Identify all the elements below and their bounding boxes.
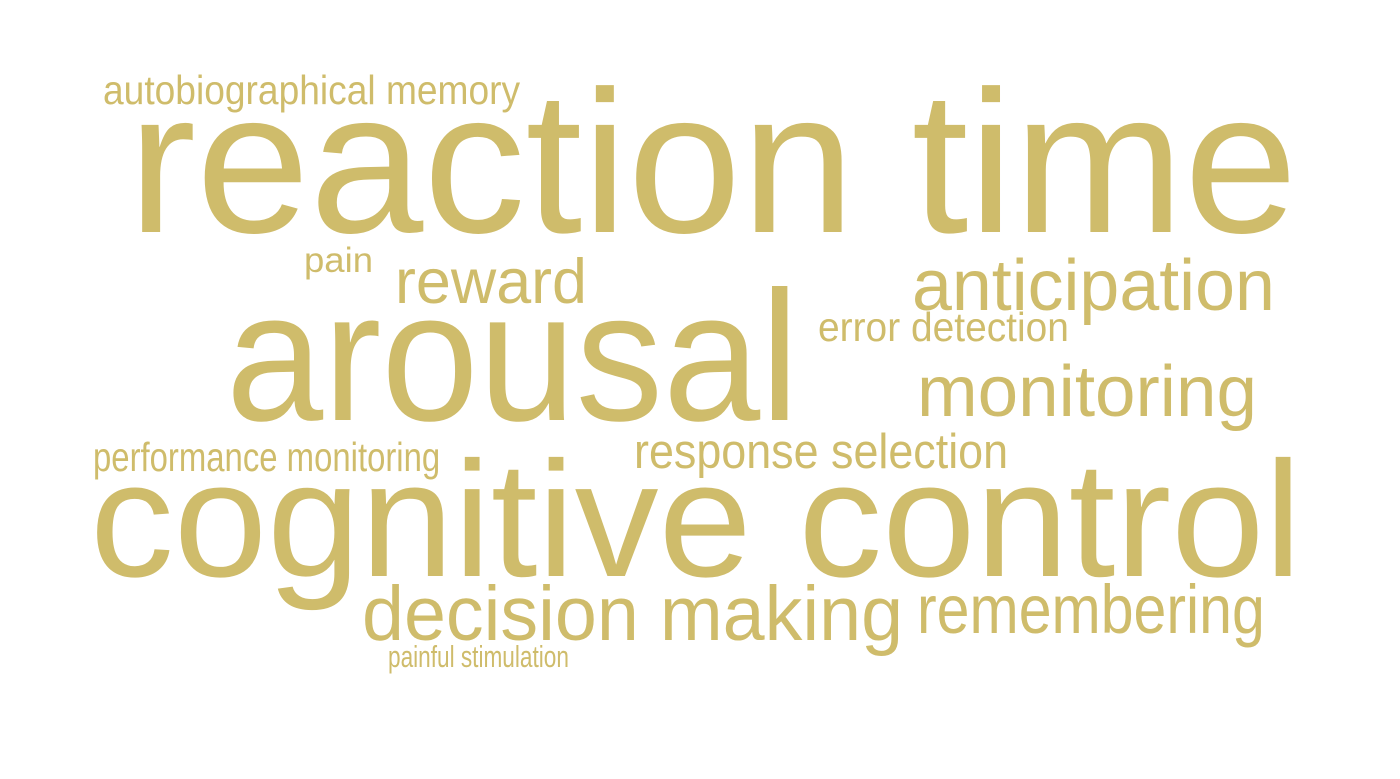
word-arousal: arousal bbox=[226, 253, 800, 460]
word-decision-making: decision making bbox=[362, 571, 904, 657]
word-autobiographical-memory: autobiographical memory bbox=[103, 66, 521, 113]
word-performance-monitoring: performance monitoring bbox=[93, 433, 441, 480]
word-reaction-time: reaction time bbox=[128, 48, 1298, 275]
word-error-detection: error detection bbox=[818, 303, 1069, 350]
word-remembering: remembering bbox=[917, 571, 1265, 648]
word-monitoring: monitoring bbox=[917, 351, 1257, 433]
word-response-selection: response selection bbox=[634, 424, 1009, 480]
word-cognitive-control: cognitive control bbox=[90, 427, 1302, 612]
word-pain: pain bbox=[304, 239, 374, 280]
word-reward: reward bbox=[395, 247, 588, 317]
word-anticipation: anticipation bbox=[912, 245, 1275, 327]
word-painful-stimulation: painful stimulation bbox=[388, 640, 569, 674]
